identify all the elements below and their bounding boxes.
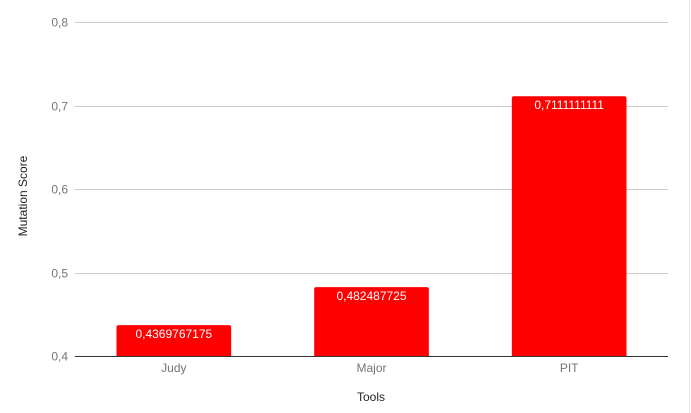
y-tick-label: 0,4	[51, 350, 68, 364]
y-tick-label: 0,6	[51, 183, 68, 197]
y-axis-ticks: 0,4 0,5 0,6 0,7 0,8	[51, 16, 68, 364]
bars: 0,4369767175 0,482487725 0,7111111111	[116, 96, 627, 356]
x-tick-label: PIT	[560, 361, 579, 375]
y-tick-label: 0,7	[51, 100, 68, 114]
bar-pit	[511, 96, 627, 356]
data-label: 0,4369767175	[135, 327, 212, 341]
y-tick-label: 0,5	[51, 267, 68, 281]
x-axis-ticks: Judy Major PIT	[161, 361, 579, 375]
y-axis-title: Mutation Score	[16, 155, 30, 236]
x-axis-title: Tools	[357, 390, 385, 404]
x-tick-label: Judy	[161, 361, 186, 375]
bar-judy	[116, 325, 232, 356]
x-tick-label: Major	[356, 361, 386, 375]
chart-frame-edge	[689, 0, 690, 413]
data-label: 0,7111111111	[534, 98, 604, 112]
y-tick-label: 0,8	[51, 16, 68, 30]
data-label: 0,482487725	[336, 289, 406, 303]
bar-major	[314, 287, 429, 356]
